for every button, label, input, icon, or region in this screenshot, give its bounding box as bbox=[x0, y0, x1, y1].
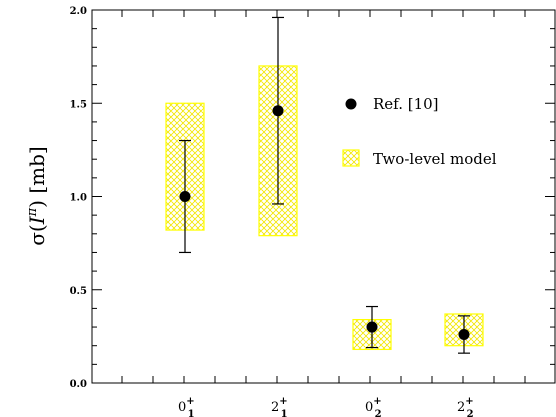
legend-label-points: Ref. [10] bbox=[373, 95, 439, 113]
legend-label-bands: Two-level model bbox=[373, 150, 497, 168]
axis-ticks bbox=[92, 9, 555, 384]
y-tick-label: 1.0 bbox=[70, 193, 87, 204]
data-point bbox=[366, 321, 378, 333]
y-tick-label: 0.0 bbox=[70, 379, 87, 390]
data-points bbox=[179, 16, 470, 354]
x-category-label: 2+ 2 bbox=[457, 396, 474, 417]
data-point bbox=[272, 105, 284, 117]
y-tick-label: 1.5 bbox=[70, 99, 87, 110]
legend-swatch-bands bbox=[342, 149, 360, 167]
data-point bbox=[179, 191, 191, 202]
data-point bbox=[458, 329, 470, 341]
legend: Ref. [10] Two-level model bbox=[342, 95, 497, 168]
x-category-label: 2+ 1 bbox=[271, 396, 288, 417]
x-category-label: 0+ 2 bbox=[365, 396, 382, 417]
legend-marker-points bbox=[345, 98, 357, 110]
x-category-labels: 0+ 1 2+ 1 0+ 2 2+ 2 bbox=[178, 396, 474, 417]
y-tick-labels: 0.0 0.5 1.0 1.5 2.0 bbox=[70, 6, 87, 390]
y-tick-label: 2.0 bbox=[70, 6, 87, 17]
plot-frame bbox=[91, 9, 556, 384]
y-axis-label: σ(Iπ) [mb] bbox=[25, 146, 49, 245]
y-tick-label: 0.5 bbox=[70, 286, 87, 297]
x-category-label: 0+ 1 bbox=[178, 396, 195, 417]
